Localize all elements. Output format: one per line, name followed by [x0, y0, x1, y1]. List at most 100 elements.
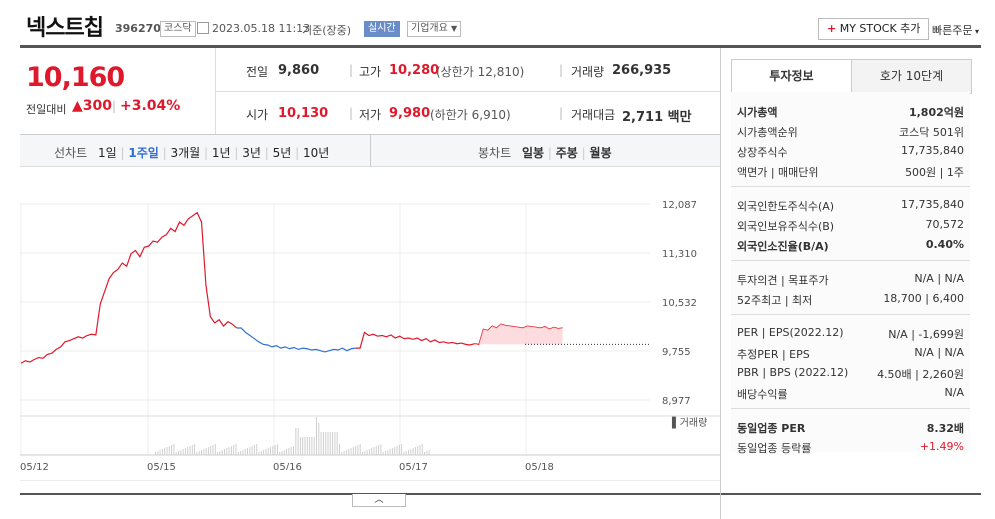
volume-bar — [164, 448, 166, 455]
volume-bar — [251, 446, 253, 455]
divider — [720, 48, 721, 519]
change-value: ▲300 — [72, 98, 112, 114]
volume-bar — [249, 447, 251, 455]
divider — [731, 408, 970, 409]
volume-bar — [345, 450, 347, 455]
volume-label: ▌거래량 — [671, 416, 707, 429]
divider — [731, 314, 970, 315]
invest-label-g3-0: 투자의견 | 목표주가 — [737, 274, 829, 287]
volume-bar — [175, 452, 177, 455]
volume-bar — [297, 428, 299, 455]
volume-bar — [155, 452, 156, 455]
divider: | — [559, 106, 564, 120]
tab-invest-info[interactable]: 투자정보 — [732, 60, 852, 93]
price-series-0 — [20, 211, 238, 364]
tab-candle-0[interactable]: 일봉 — [522, 146, 545, 160]
volume-bar — [313, 437, 315, 455]
divider: | — [577, 146, 590, 160]
volume-bar — [274, 445, 276, 455]
chevron-down-icon: ▾ — [972, 27, 980, 36]
header-divider — [20, 45, 981, 48]
tab-period-4[interactable]: 3년 — [242, 146, 261, 160]
tab-candle-1[interactable]: 주봉 — [555, 146, 578, 160]
volume-bar — [279, 452, 281, 455]
amount-value: 2,711 백만 — [622, 106, 692, 125]
volume-bar — [419, 445, 421, 455]
volume-bar — [201, 450, 202, 455]
volume-bar — [267, 448, 269, 455]
divider: | — [260, 146, 273, 160]
high-label: 고가 — [359, 65, 382, 79]
y-tick-label: 11,310 — [662, 249, 697, 260]
stock-name: 넥스트칩 — [26, 16, 104, 41]
divider: | — [559, 63, 564, 77]
prev-value: 9,860 — [278, 63, 320, 78]
my-stock-button[interactable]: + MY STOCK 추가 — [818, 18, 930, 40]
volume-bar — [348, 449, 350, 455]
tab-order-book[interactable]: 호가 10단계 — [852, 60, 971, 93]
quick-order-link[interactable]: 빠른주문 ▾ — [932, 22, 979, 38]
collapse-toggle[interactable]: ︿ — [352, 494, 406, 507]
volume-value: 266,935 — [612, 63, 672, 78]
invest-value-g4-2: 4.50배 | 2,260원 — [877, 368, 964, 381]
candle-tabs: 일봉 | 주봉 | 월봉 — [522, 144, 612, 161]
plus-icon: + — [827, 22, 837, 35]
company-overview-dropdown[interactable]: 기업개요 ▼ — [407, 21, 462, 37]
invest-label-g4-3: 배당수익률 — [737, 388, 788, 401]
invest-label-g2-2: 외국인소진율(B/A) — [737, 240, 829, 253]
volume-bar — [253, 445, 255, 455]
divider: | — [230, 146, 243, 160]
volume-bar — [299, 437, 301, 455]
invest-value-g4-1: N/A | N/A — [914, 346, 964, 359]
tab-period-5[interactable]: 5년 — [272, 146, 292, 160]
volume-bar — [362, 452, 363, 455]
open-label: 시가 — [246, 108, 269, 122]
chevron-down-icon: ▼ — [451, 24, 458, 33]
volume-bar — [293, 446, 294, 455]
realtime-tag[interactable]: 실시간 — [364, 21, 400, 37]
amount-number: 2,711 — [622, 110, 664, 125]
volume-bar — [235, 444, 237, 455]
volume-bar — [281, 451, 283, 455]
footer-divider — [20, 493, 981, 495]
volume-bar — [205, 448, 207, 455]
invest-value-g4-0: N/A | -1,699원 — [888, 328, 964, 341]
tab-period-3[interactable]: 1년 — [211, 146, 231, 160]
volume-bar — [182, 449, 184, 455]
tab-period-0[interactable]: 1일 — [98, 146, 117, 160]
invest-value-g3-0: N/A | N/A — [914, 272, 964, 285]
volume-bar — [276, 444, 278, 455]
volume-bar — [196, 452, 198, 455]
volume-bar — [410, 449, 412, 455]
volume-bar — [403, 452, 405, 455]
volume-bar — [318, 423, 320, 455]
invest-label-g1-0: 시가총액 — [737, 106, 778, 119]
volume-bar — [171, 445, 173, 455]
divider: | — [112, 99, 117, 113]
tab-period-2[interactable]: 3개월 — [170, 146, 201, 160]
invest-label-g3-1: 52주최고 | 최저 — [737, 294, 813, 307]
volume-bar — [180, 450, 182, 455]
invest-value-g1-1: 코스닥 501위 — [899, 126, 964, 139]
volume-bar — [371, 448, 373, 455]
volume-bar — [288, 448, 290, 455]
price-chart[interactable]: 12,087 11,310 10,532 9,755 8,977 ▌거래량 05/12 05/… — [20, 190, 720, 470]
y-tick-label: 12,087 — [662, 200, 697, 211]
volume-bar — [240, 451, 242, 455]
divider: | — [200, 146, 212, 160]
volume-bar — [405, 451, 407, 455]
datetime: 2023.05.18 11:13 — [212, 22, 311, 35]
price-series-1 — [236, 327, 356, 353]
volume-bar — [316, 417, 317, 455]
volume-bar — [396, 446, 398, 455]
tab-candle-2[interactable]: 월봉 — [589, 146, 612, 160]
volume-bar — [219, 451, 221, 455]
tab-period-1[interactable]: 1주일 — [128, 146, 159, 160]
volume-bar — [398, 445, 400, 455]
chevron-up-icon: ︿ — [374, 495, 384, 505]
volume-bar — [210, 446, 212, 455]
company-overview-label: 기업개요 — [411, 23, 448, 34]
change-amount: 300 — [82, 98, 113, 114]
lower-limit: (하한가 6,910) — [430, 108, 511, 122]
tab-period-6[interactable]: 10년 — [302, 146, 330, 160]
